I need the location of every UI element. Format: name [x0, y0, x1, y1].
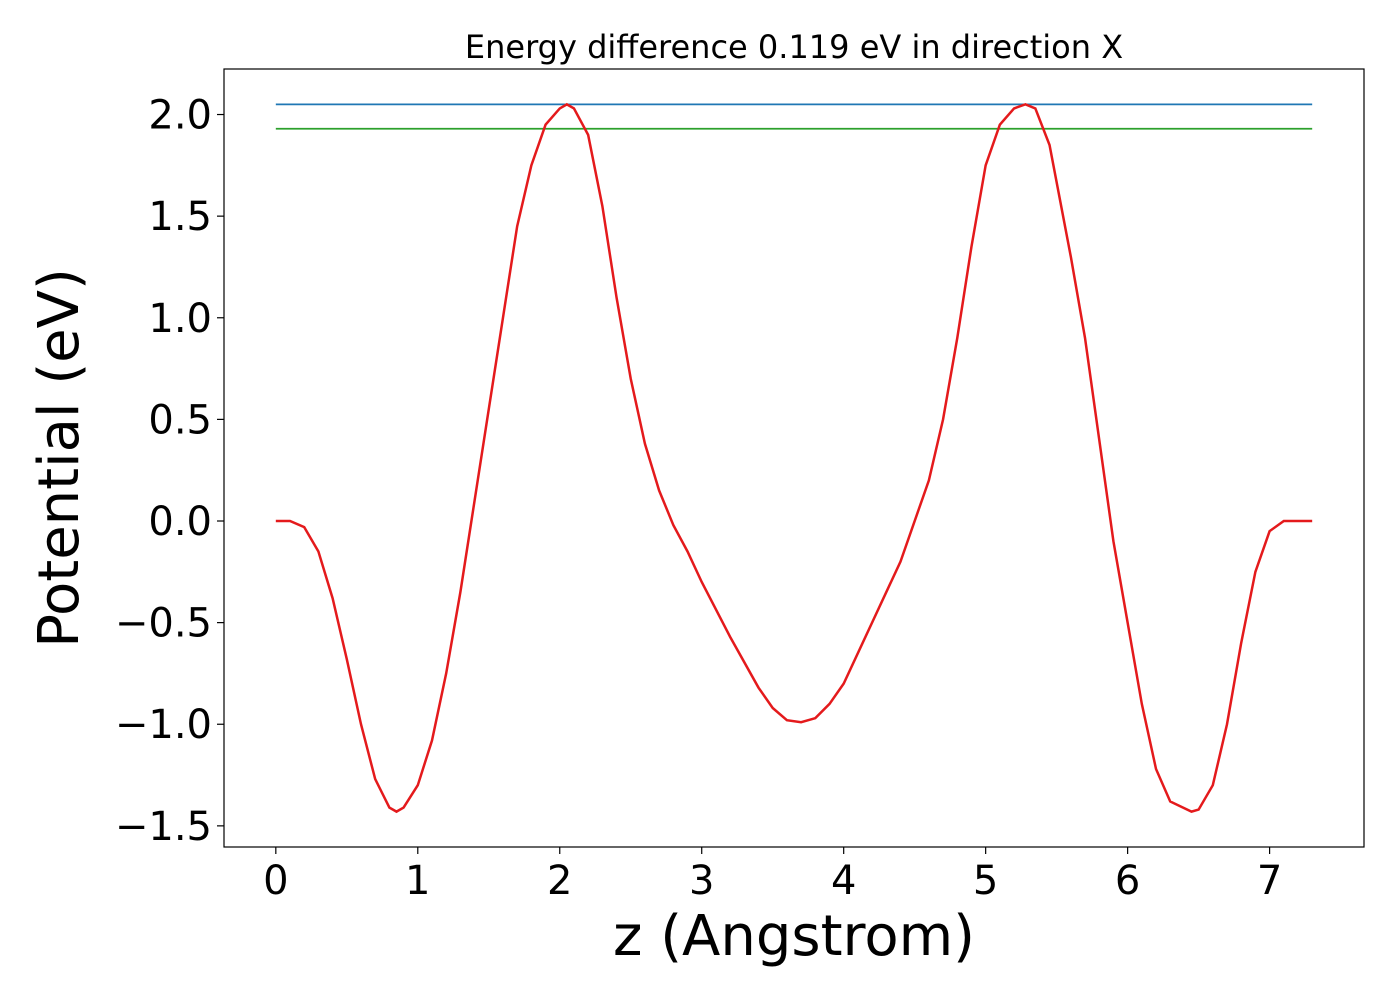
x-tick-label: 4: [831, 858, 856, 904]
y-tick-label: −1.5: [115, 804, 212, 850]
x-tick-label: 6: [1115, 858, 1140, 904]
x-tick-label: 0: [263, 858, 288, 904]
x-tick-label: 7: [1257, 858, 1282, 904]
y-tick-label: −1.0: [115, 702, 212, 748]
y-tick-label: 1.5: [148, 194, 212, 240]
y-tick-label: 1.0: [148, 296, 212, 342]
x-tick-label: 2: [547, 858, 572, 904]
y-tick-label: 2.0: [148, 93, 212, 139]
y-tick-label: −0.5: [115, 601, 212, 647]
x-axis-label: z (Angstrom): [613, 904, 975, 969]
chart-title: Energy difference 0.119 eV in direction …: [465, 28, 1123, 66]
plot-frame: [223, 68, 1365, 848]
y-tick-label: 0.5: [148, 397, 212, 443]
x-tick-label: 5: [973, 858, 998, 904]
y-axis-label: Potential (eV): [27, 268, 92, 648]
x-tick-label: 1: [405, 858, 430, 904]
line: [275, 102, 1313, 814]
x-tick-label: 3: [689, 858, 714, 904]
y-tick-label: 0.0: [148, 499, 212, 545]
